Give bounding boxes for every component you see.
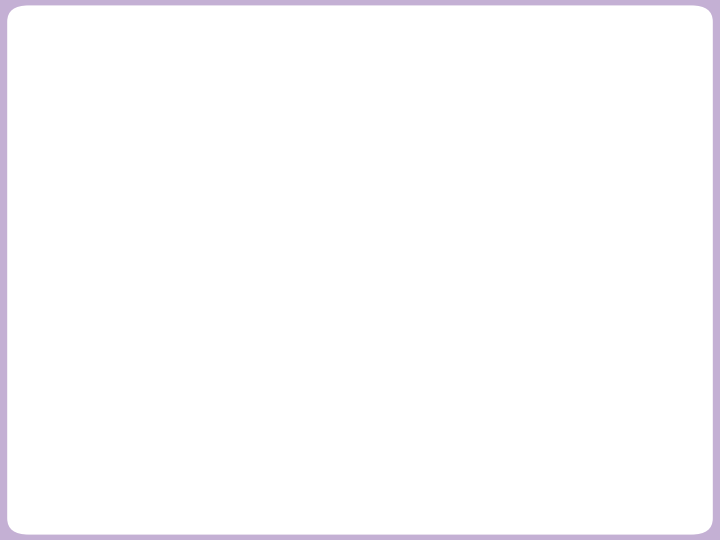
Text: currents.: currents.: [75, 131, 131, 144]
Y-axis label: Charge: Charge: [208, 373, 217, 405]
Text: –: –: [179, 451, 184, 460]
Text: Bone bending: Bone bending: [75, 91, 162, 104]
Text: in response to normal function generates: in response to normal function generates: [162, 91, 429, 104]
Text: On: On: [282, 466, 294, 475]
Text: Off: Off: [362, 307, 374, 315]
Text: +: +: [176, 389, 184, 398]
Text: regeneration: regeneration: [287, 200, 367, 213]
Text: An important stimulus to skeletal: An important stimulus to skeletal: [75, 200, 287, 213]
Text: piezo-electric: piezo-electric: [429, 91, 513, 104]
Text: repair: repair: [399, 200, 436, 213]
X-axis label: Seconds: Seconds: [338, 510, 375, 518]
Text: and: and: [367, 200, 399, 213]
